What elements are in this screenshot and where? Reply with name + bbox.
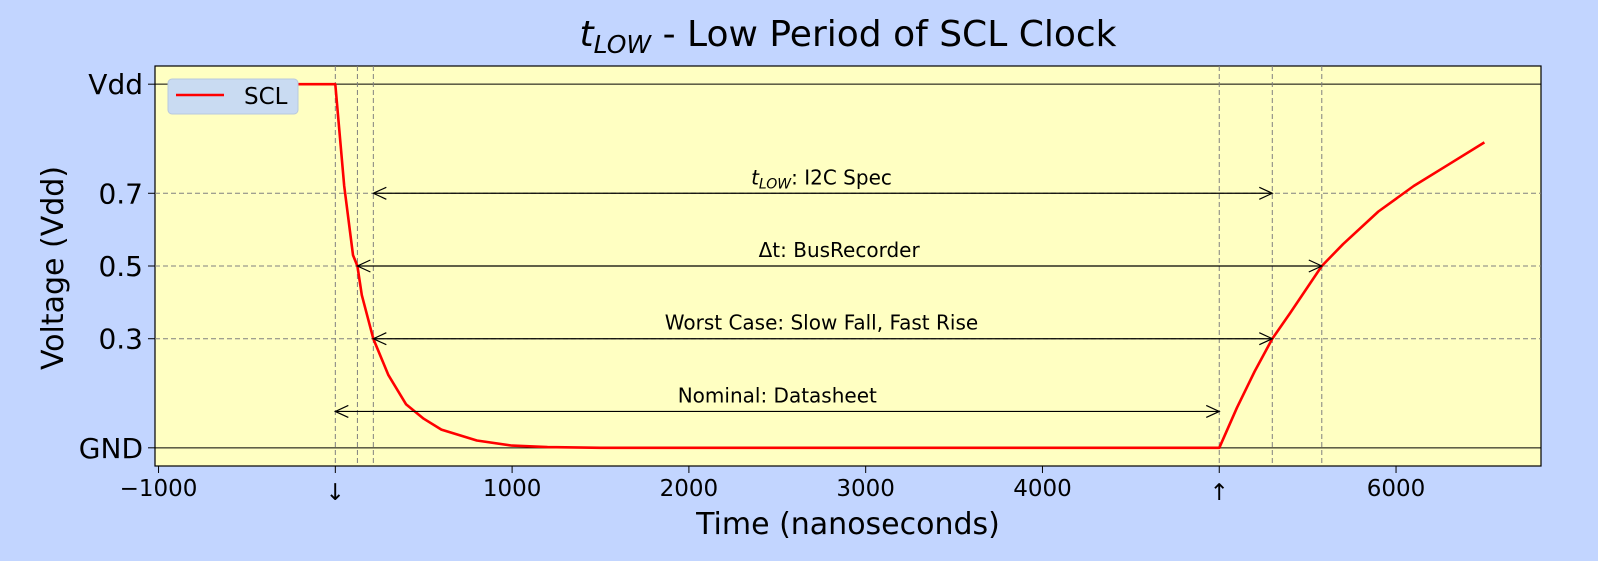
annotation-label: Nominal: Datasheet [678, 383, 877, 407]
legend-label: SCL [244, 84, 288, 110]
annotation-label: Δt: BusRecorder [759, 238, 921, 262]
chart-title-subscript: LOW [594, 30, 653, 59]
series-group [211, 82, 1486, 450]
y-axis-ticks: GND 0.3 0.5 0.7 Vdd [79, 68, 155, 465]
xtick-label: 6000 [1367, 476, 1426, 502]
legend-box [167, 78, 299, 115]
annotation-arrowhead-left [371, 186, 387, 200]
annotations-group: tLOW: I2C Spec Δt: BusRecorder Worst Case:… [333, 165, 1324, 418]
y-axis-label: Voltage (Vdd) [36, 166, 71, 370]
ytick-label: Vdd [88, 68, 143, 101]
annotation-arrowhead-left [333, 404, 349, 418]
xtick-label: ↓ [326, 480, 345, 506]
xtick-label: 3000 [836, 476, 895, 502]
annotation-label: tLOW: I2C Spec [751, 165, 892, 192]
xtick-label: 4000 [1013, 476, 1072, 502]
annotation-arrowhead-right [1308, 259, 1324, 273]
x-axis-ticks: −1000 ↓ 1000 2000 3000 4000 ↑ 6000 [120, 466, 1426, 506]
x-axis-label: Time (nanoseconds) [695, 507, 1000, 542]
xtick-label: 2000 [660, 476, 719, 502]
xtick-label: ↑ [1210, 480, 1229, 506]
annotation-symbol: t [751, 165, 760, 189]
ytick-label: 0.7 [98, 177, 143, 210]
xtick-label: −1000 [120, 476, 198, 502]
chart-title-symbol: t [579, 14, 595, 55]
annotation-subscript: LOW [759, 176, 792, 192]
annotation-arrowhead-left [371, 332, 387, 346]
series-line-scl [211, 82, 1486, 450]
xtick-label: 1000 [483, 476, 542, 502]
annotation-arrowhead-left [355, 259, 371, 273]
annotation-label: Worst Case: Slow Fall, Fast Rise [665, 311, 978, 335]
annotation-arrowhead-right [1205, 404, 1221, 418]
ytick-label: 0.5 [98, 250, 143, 283]
ytick-label: GND [79, 432, 143, 465]
chart-title: tLOW - Low Period of SCL Clock [579, 14, 1116, 59]
legend: SCL [167, 78, 299, 115]
annotation-arrowhead-right [1259, 186, 1274, 200]
ytick-label: 0.3 [98, 323, 143, 356]
annotation-arrowhead-right [1259, 332, 1274, 346]
chart-title-text: - Low Period of SCL Clock [651, 14, 1116, 55]
annotation-text: : I2C Spec [791, 165, 892, 189]
